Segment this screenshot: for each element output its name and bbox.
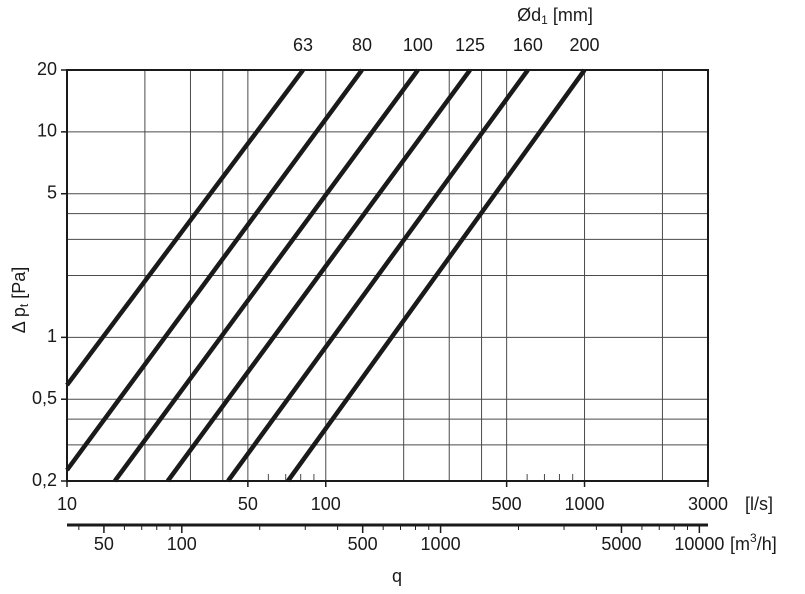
series-label: 200 [570,35,600,55]
series-label: 80 [352,35,372,55]
legend-title-sub: 1 [541,13,548,27]
x-tick-label: 1000 [565,494,605,514]
x-tick-label: 500 [492,494,522,514]
x-tick-label: 100 [311,494,341,514]
x2-tick-label: 5000 [601,534,641,554]
y-tick-label: 1 [47,326,57,346]
x-unit: [l/s] [745,494,773,514]
x-tick-label: 3000 [688,494,728,514]
legend-title-main: Ød [517,5,541,25]
x2-unit-rest: /h] [757,534,777,554]
series-line [65,68,364,472]
plot-frame [66,69,709,482]
x2-unit: [m3/h] [730,531,777,554]
series-label: 160 [513,35,543,55]
x2-tick-label: 500 [348,534,378,554]
y-label-sub: t [17,303,31,307]
series-label: 125 [455,35,485,55]
x-tick-label: 10 [57,494,77,514]
y-tick-label: 10 [37,121,57,141]
legend-title-rest: [mm] [548,5,593,25]
x2-tick-label: 50 [94,534,114,554]
x-axis-label: q [392,566,402,586]
series-line [286,68,587,483]
y-label-rest: [Pa] [9,267,29,304]
y-tick-label: 20 [37,59,57,79]
series-label: 63 [293,35,313,55]
x2-unit-main: [m [730,534,750,554]
series-line [65,68,305,387]
series-line [112,68,420,483]
y-label-main: Δ p [9,307,29,333]
series-line [226,68,530,483]
series-line [165,68,472,483]
x-tick-label: 50 [238,494,258,514]
x2-tick-label: 10000 [674,534,724,554]
x2-tick-label: 1000 [421,534,461,554]
y-tick-label: 5 [47,182,57,202]
x2-tick-label: 100 [167,534,197,554]
x2-unit-sup: 3 [750,531,757,545]
y-axis-label: Δ pt [Pa] [9,267,31,333]
y-tick-label: 0,2 [32,470,57,490]
y-tick-label: 0,5 [32,388,57,408]
legend-title: Ød1 [mm] [517,5,593,27]
series-label: 100 [403,35,433,55]
